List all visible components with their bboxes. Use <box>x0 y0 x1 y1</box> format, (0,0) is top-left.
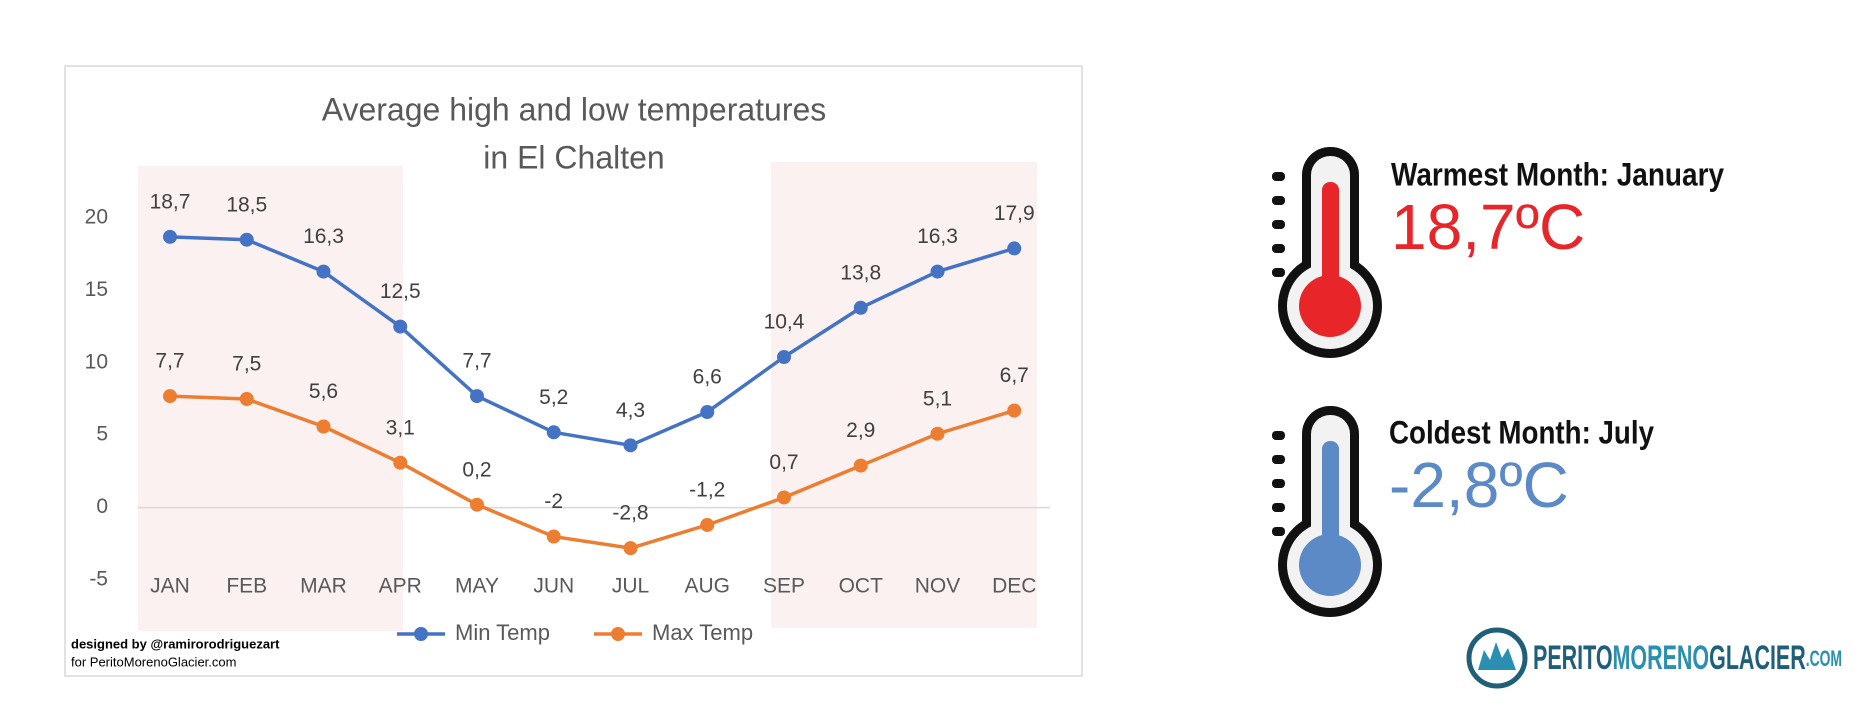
value-label: 7,7 <box>155 350 184 373</box>
x-tick-label: JUL <box>612 575 649 598</box>
thermometer-warm <box>1272 147 1382 358</box>
logo-part: MORENO <box>1613 639 1710 677</box>
point <box>1007 403 1022 418</box>
value-label: -2 <box>544 490 563 513</box>
warmest-value: 18,7ºC <box>1391 191 1585 263</box>
x-tick-label: AUG <box>684 575 730 598</box>
point <box>930 264 945 279</box>
x-tick-label: OCT <box>839 575 884 598</box>
value-label: -2,8 <box>612 502 648 525</box>
x-tick-label: DEC <box>992 575 1036 598</box>
credit: designed by @ramirorodriguezart <box>71 636 280 651</box>
value-label: 16,3 <box>303 225 344 248</box>
x-tick-label: NOV <box>915 575 961 598</box>
point <box>777 490 791 505</box>
y-tick-label: 20 <box>85 206 108 229</box>
point <box>930 426 945 441</box>
chart-title: Average high and low temperatures <box>322 91 827 127</box>
x-tick-label: JAN <box>150 575 190 598</box>
point <box>1007 241 1022 256</box>
value-label: 6,6 <box>693 366 722 389</box>
legend-label: Min Temp <box>455 620 550 645</box>
y-tick-label: 5 <box>96 423 108 446</box>
point <box>853 300 868 315</box>
y-tick-label: 10 <box>85 350 108 373</box>
legend-marker <box>414 627 428 641</box>
point <box>546 529 561 544</box>
point <box>777 350 791 365</box>
coldest-value: -2,8ºC <box>1389 449 1569 521</box>
logo-part: .COM <box>1806 646 1842 671</box>
point <box>239 392 254 406</box>
legend-label: Max Temp <box>652 620 753 645</box>
point <box>393 455 408 470</box>
value-label: 5,6 <box>309 380 338 403</box>
value-label: -1,2 <box>689 479 725 502</box>
warmest-label: Warmest Month: January <box>1391 156 1724 192</box>
logo-part: PERITO <box>1533 639 1613 677</box>
point <box>623 438 638 453</box>
point <box>700 517 715 532</box>
value-label: 0,7 <box>769 451 798 474</box>
line <box>169 235 1015 448</box>
x-tick-label: APR <box>379 575 422 598</box>
value-label: 6,7 <box>1000 364 1029 387</box>
point <box>163 229 177 244</box>
line <box>169 394 1015 550</box>
value-label: 0,2 <box>462 458 491 481</box>
value-label: 4,3 <box>616 399 645 422</box>
x-tick-label: MAY <box>455 575 499 598</box>
y-tick-label: 0 <box>96 495 108 518</box>
point <box>393 319 408 334</box>
chart-title: in El Chalten <box>483 139 664 175</box>
point <box>623 541 638 556</box>
y-tick-label: -5 <box>89 568 108 591</box>
x-tick-label: JUN <box>533 575 574 598</box>
value-label: 5,1 <box>923 387 952 410</box>
point <box>316 264 331 279</box>
logo-part: GLACIER <box>1709 639 1806 677</box>
value-label: 13,8 <box>840 261 881 284</box>
x-tick-label: MAR <box>300 575 347 598</box>
point <box>470 389 484 404</box>
summer-shade <box>771 162 1037 628</box>
summer-shade <box>138 166 403 631</box>
point <box>163 389 177 404</box>
value-label: 5,2 <box>539 386 568 409</box>
value-label: 17,9 <box>994 202 1035 225</box>
value-label: 18,7 <box>150 190 191 213</box>
value-label: 7,7 <box>462 350 491 373</box>
point <box>700 405 715 420</box>
x-tick-label: SEP <box>763 575 805 598</box>
value-label: 3,1 <box>386 416 415 439</box>
value-label: 7,5 <box>232 353 261 376</box>
value-label: 18,5 <box>226 193 267 216</box>
point <box>470 497 484 512</box>
credit: for PeritoMorenoGlacier.com <box>71 654 236 669</box>
y-tick-label: 15 <box>85 278 108 301</box>
thermometer-cold <box>1272 406 1382 617</box>
logo-text: PERITOMORENOGLACIER.COM <box>1533 639 1842 677</box>
value-label: 2,9 <box>846 419 875 442</box>
value-label: 10,4 <box>764 311 805 334</box>
point <box>853 458 868 473</box>
value-label: 12,5 <box>380 280 421 303</box>
value-label: 16,3 <box>917 225 958 248</box>
logo: PERITOMORENOGLACIER.COM <box>1466 627 1842 689</box>
x-tick-label: FEB <box>226 575 267 598</box>
point <box>546 425 561 440</box>
point <box>239 232 254 247</box>
coldest-label: Coldest Month: July <box>1389 414 1654 450</box>
point <box>316 419 331 434</box>
legend-marker <box>611 627 625 641</box>
